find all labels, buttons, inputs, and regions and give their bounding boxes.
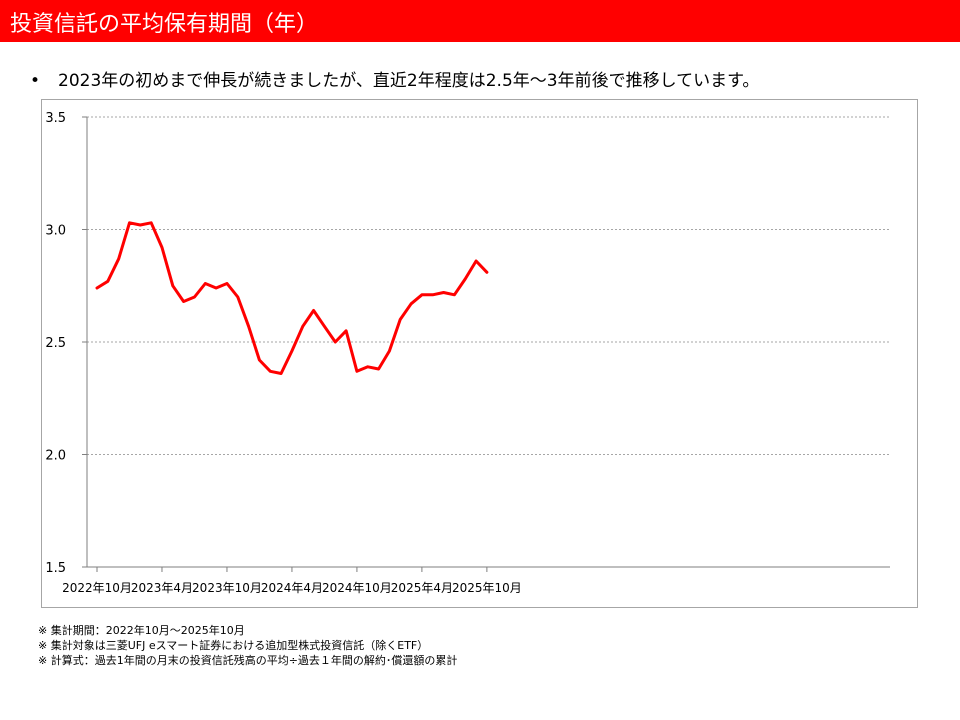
data-point xyxy=(182,300,185,303)
y-tick-label: 2.0 xyxy=(45,449,66,464)
data-point xyxy=(366,365,369,368)
data-point xyxy=(474,259,478,263)
data-point xyxy=(301,325,304,328)
data-point xyxy=(464,277,467,281)
x-tick-label: 2024年10月 xyxy=(322,581,392,595)
footnote-formula: ※ 計算式：過去1年間の月末の投資信託残高の平均÷過去１年間の解約･償還額の累計 xyxy=(38,654,458,667)
data-point xyxy=(149,221,153,224)
data-point xyxy=(247,325,250,328)
data-point xyxy=(323,325,326,328)
data-point xyxy=(214,286,218,290)
x-tick-label: 2023年10月 xyxy=(192,581,262,595)
data-point xyxy=(442,291,445,294)
data-point xyxy=(453,293,456,296)
x-tick-label: 2025年10月 xyxy=(452,581,522,595)
data-point xyxy=(171,284,175,287)
data-point xyxy=(279,372,283,375)
y-tick-label: 3.0 xyxy=(45,224,66,239)
data-point xyxy=(117,257,120,260)
y-tick-label: 3.5 xyxy=(45,111,66,126)
data-point xyxy=(290,349,294,353)
y-tick-label: 1.5 xyxy=(45,561,66,576)
chart-frame: 1.5 2.0 2.5 3.0 3.5 2022年10月 2023年4月 2023年10月 20… xyxy=(41,99,918,608)
data-point xyxy=(355,370,359,373)
footnotes: ※ 集計期間：2022年10月～2025年10月 ※ 集計対象は三菱UFJ eス… xyxy=(38,623,457,668)
data-point xyxy=(128,221,131,224)
footnote-scope: ※ 集計対象は三菱UFJ eスマート証券における追加型株式投資信託（除くETF） xyxy=(38,639,429,652)
data-point xyxy=(95,286,99,290)
data-point xyxy=(236,295,239,299)
x-tick-label: 2024年4月 xyxy=(261,581,323,595)
data-point xyxy=(160,246,164,249)
page-title: 投資信託の平均保有期間（年） xyxy=(10,12,319,37)
data-point xyxy=(204,282,207,285)
data-point xyxy=(334,340,337,344)
data-point xyxy=(106,280,110,283)
footnote-period: ※ 集計期間：2022年10月～2025年10月 xyxy=(38,624,245,637)
data-point xyxy=(225,282,229,285)
x-tick-label: 2025年4月 xyxy=(391,581,453,595)
summary-text: 2023年の初めまで伸長が続きましたが、直近2年程度は2.5年～3年前後で推移し… xyxy=(58,71,760,91)
data-point xyxy=(269,370,272,373)
data-point xyxy=(388,349,391,353)
data-point xyxy=(258,358,261,362)
y-tick-label: 2.5 xyxy=(45,336,66,351)
data-point xyxy=(409,302,413,305)
summary-bullet: • 2023年の初めまで伸長が続きましたが、直近2年程度は2.5年～3年前後で推移… xyxy=(30,66,760,91)
data-point xyxy=(139,223,142,227)
data-point xyxy=(420,293,424,296)
x-tick-label: 2022年10月 xyxy=(62,581,132,595)
title-bar: 投資信託の平均保有期間（年） xyxy=(0,0,960,42)
data-point xyxy=(377,367,380,371)
data-point xyxy=(399,318,402,321)
data-point xyxy=(312,309,315,312)
data-point xyxy=(193,295,196,299)
data-point xyxy=(431,293,434,296)
bullet-marker: • xyxy=(30,71,41,91)
line-chart: 1.52.02.53.03.52022年10月2023年4月2023年10月20… xyxy=(45,111,890,595)
x-tick-label: 2023年4月 xyxy=(131,581,193,595)
data-point xyxy=(485,271,489,274)
data-point xyxy=(344,329,348,332)
